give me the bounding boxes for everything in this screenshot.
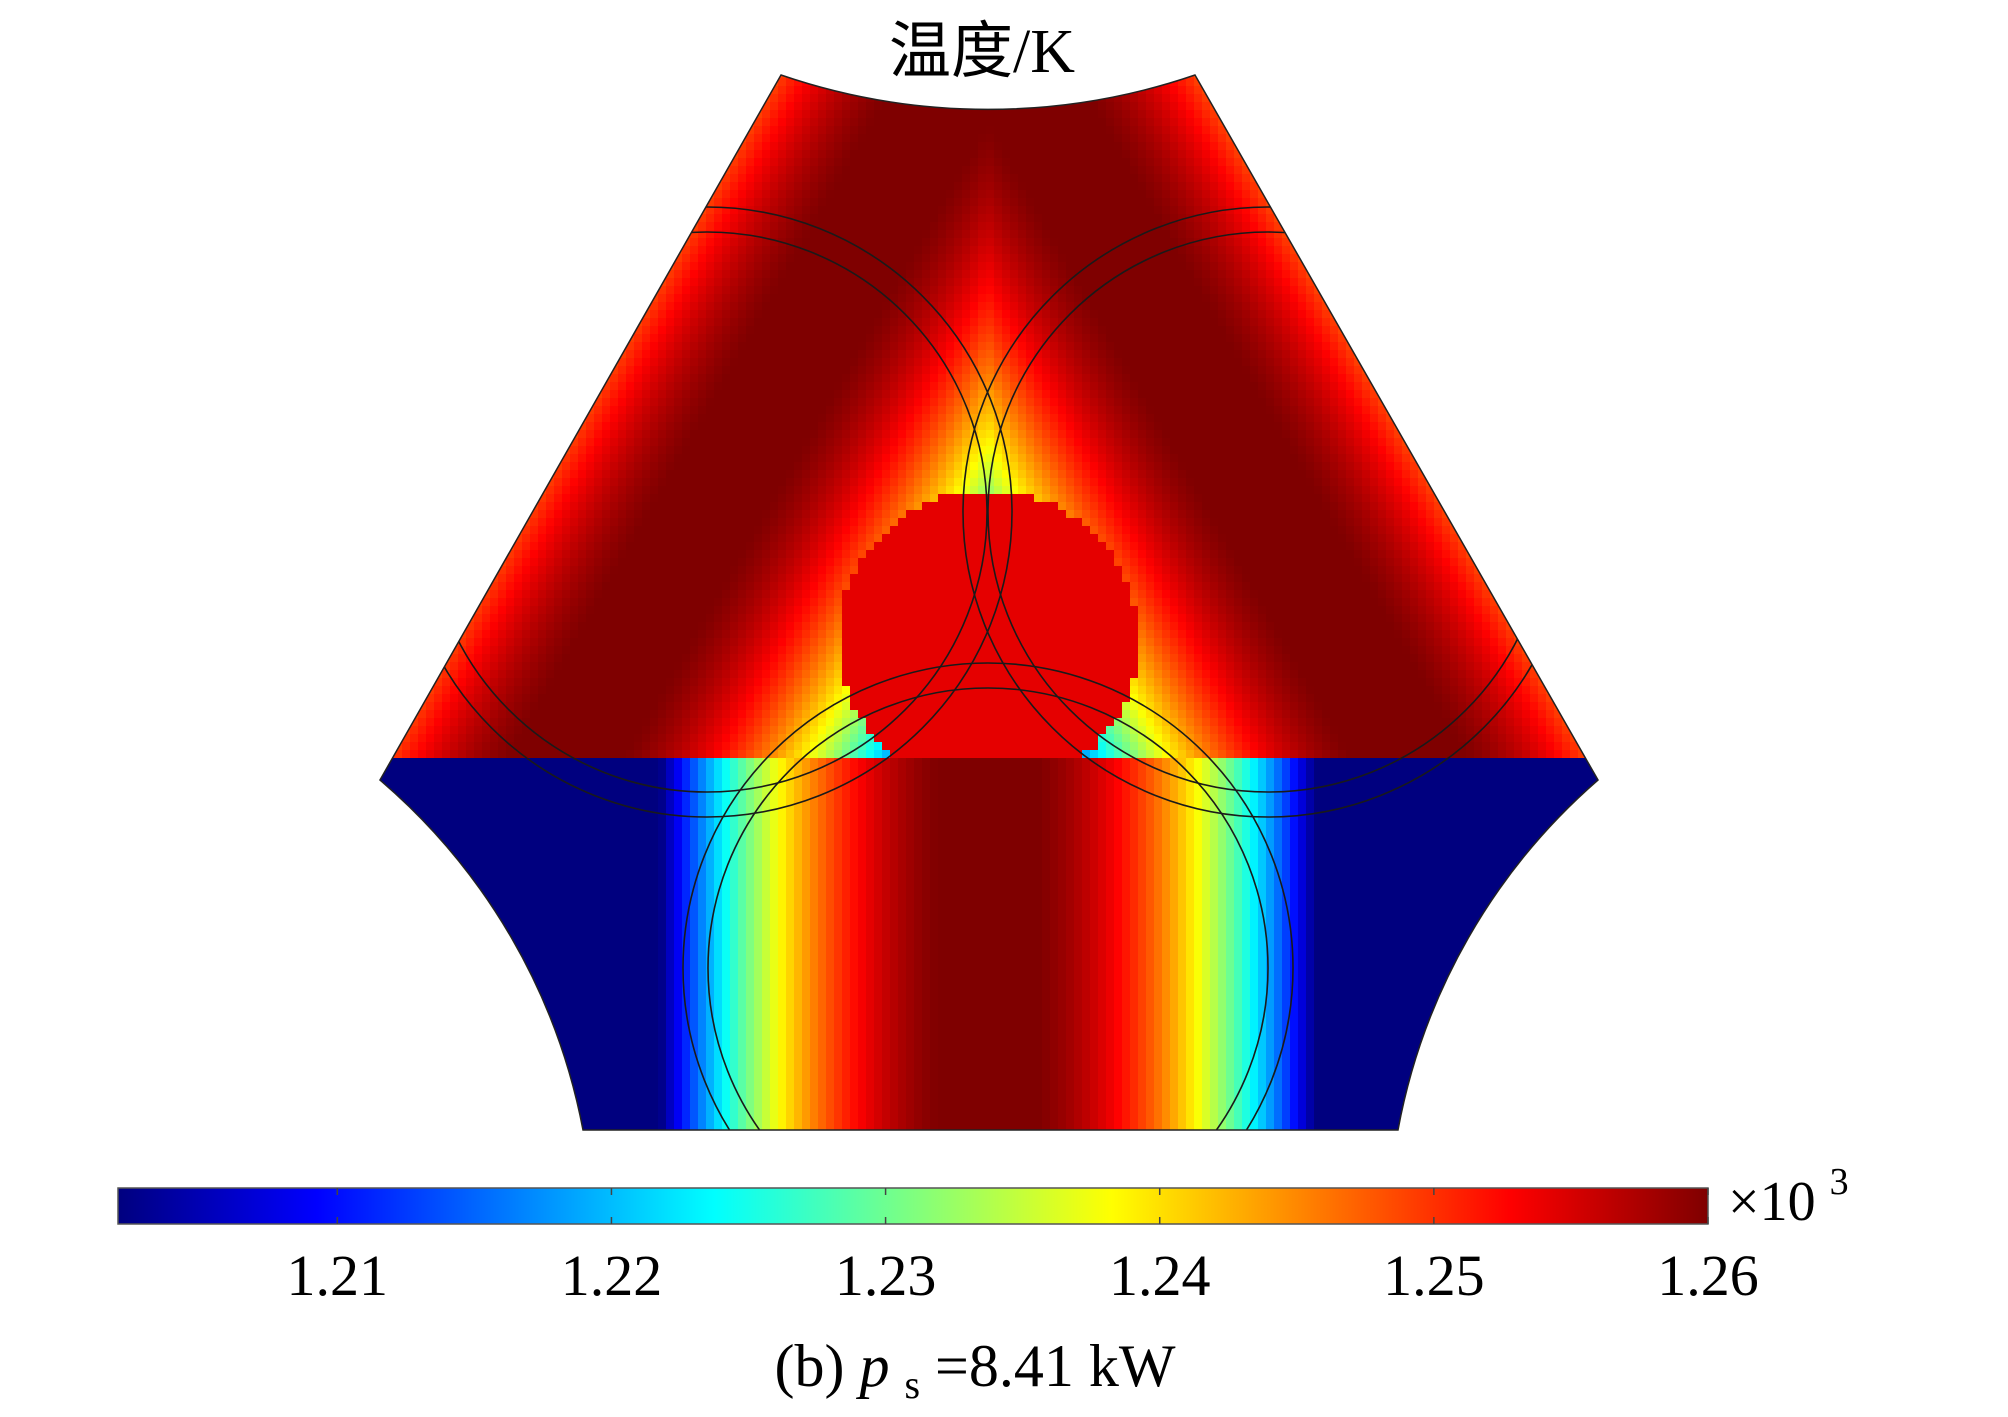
temperature-field: [379, 74, 1599, 1131]
domain-outline: [379, 74, 1599, 1131]
fiber-circle-outline: [707, 687, 1269, 1130]
figure-caption: (b) p s =8.41 kW: [774, 1333, 1175, 1411]
multiplier-base: ×10: [1728, 1171, 1816, 1233]
colorbar-tick-label: 1.24: [1109, 1243, 1211, 1308]
caption-prefix: (b): [774, 1333, 859, 1399]
multiplier-exp: 3: [1830, 1161, 1849, 1203]
colorbar-strip: [117, 1187, 1709, 1225]
colorbar-tick-label: 1.21: [287, 1243, 389, 1308]
colorbar: 1.21 1.22 1.23 1.24 1.25 1.26 ×10 3: [117, 1161, 1849, 1308]
chart-title: 温度/K: [889, 18, 1075, 86]
colorbar-tick-label: 1.23: [835, 1243, 937, 1308]
fiber-circle-outline: [682, 662, 1294, 1130]
colorbar-tick-label: 1.25: [1383, 1243, 1485, 1308]
colorbar-tick-label: 1.26: [1657, 1243, 1759, 1308]
caption-suffix: =8.41 kW: [935, 1333, 1176, 1399]
colorbar-tick-label: 1.22: [561, 1243, 663, 1308]
caption-subscript: s: [904, 1362, 920, 1407]
colorbar-multiplier: ×10 3: [1728, 1161, 1849, 1233]
caption-variable: p: [855, 1333, 889, 1399]
